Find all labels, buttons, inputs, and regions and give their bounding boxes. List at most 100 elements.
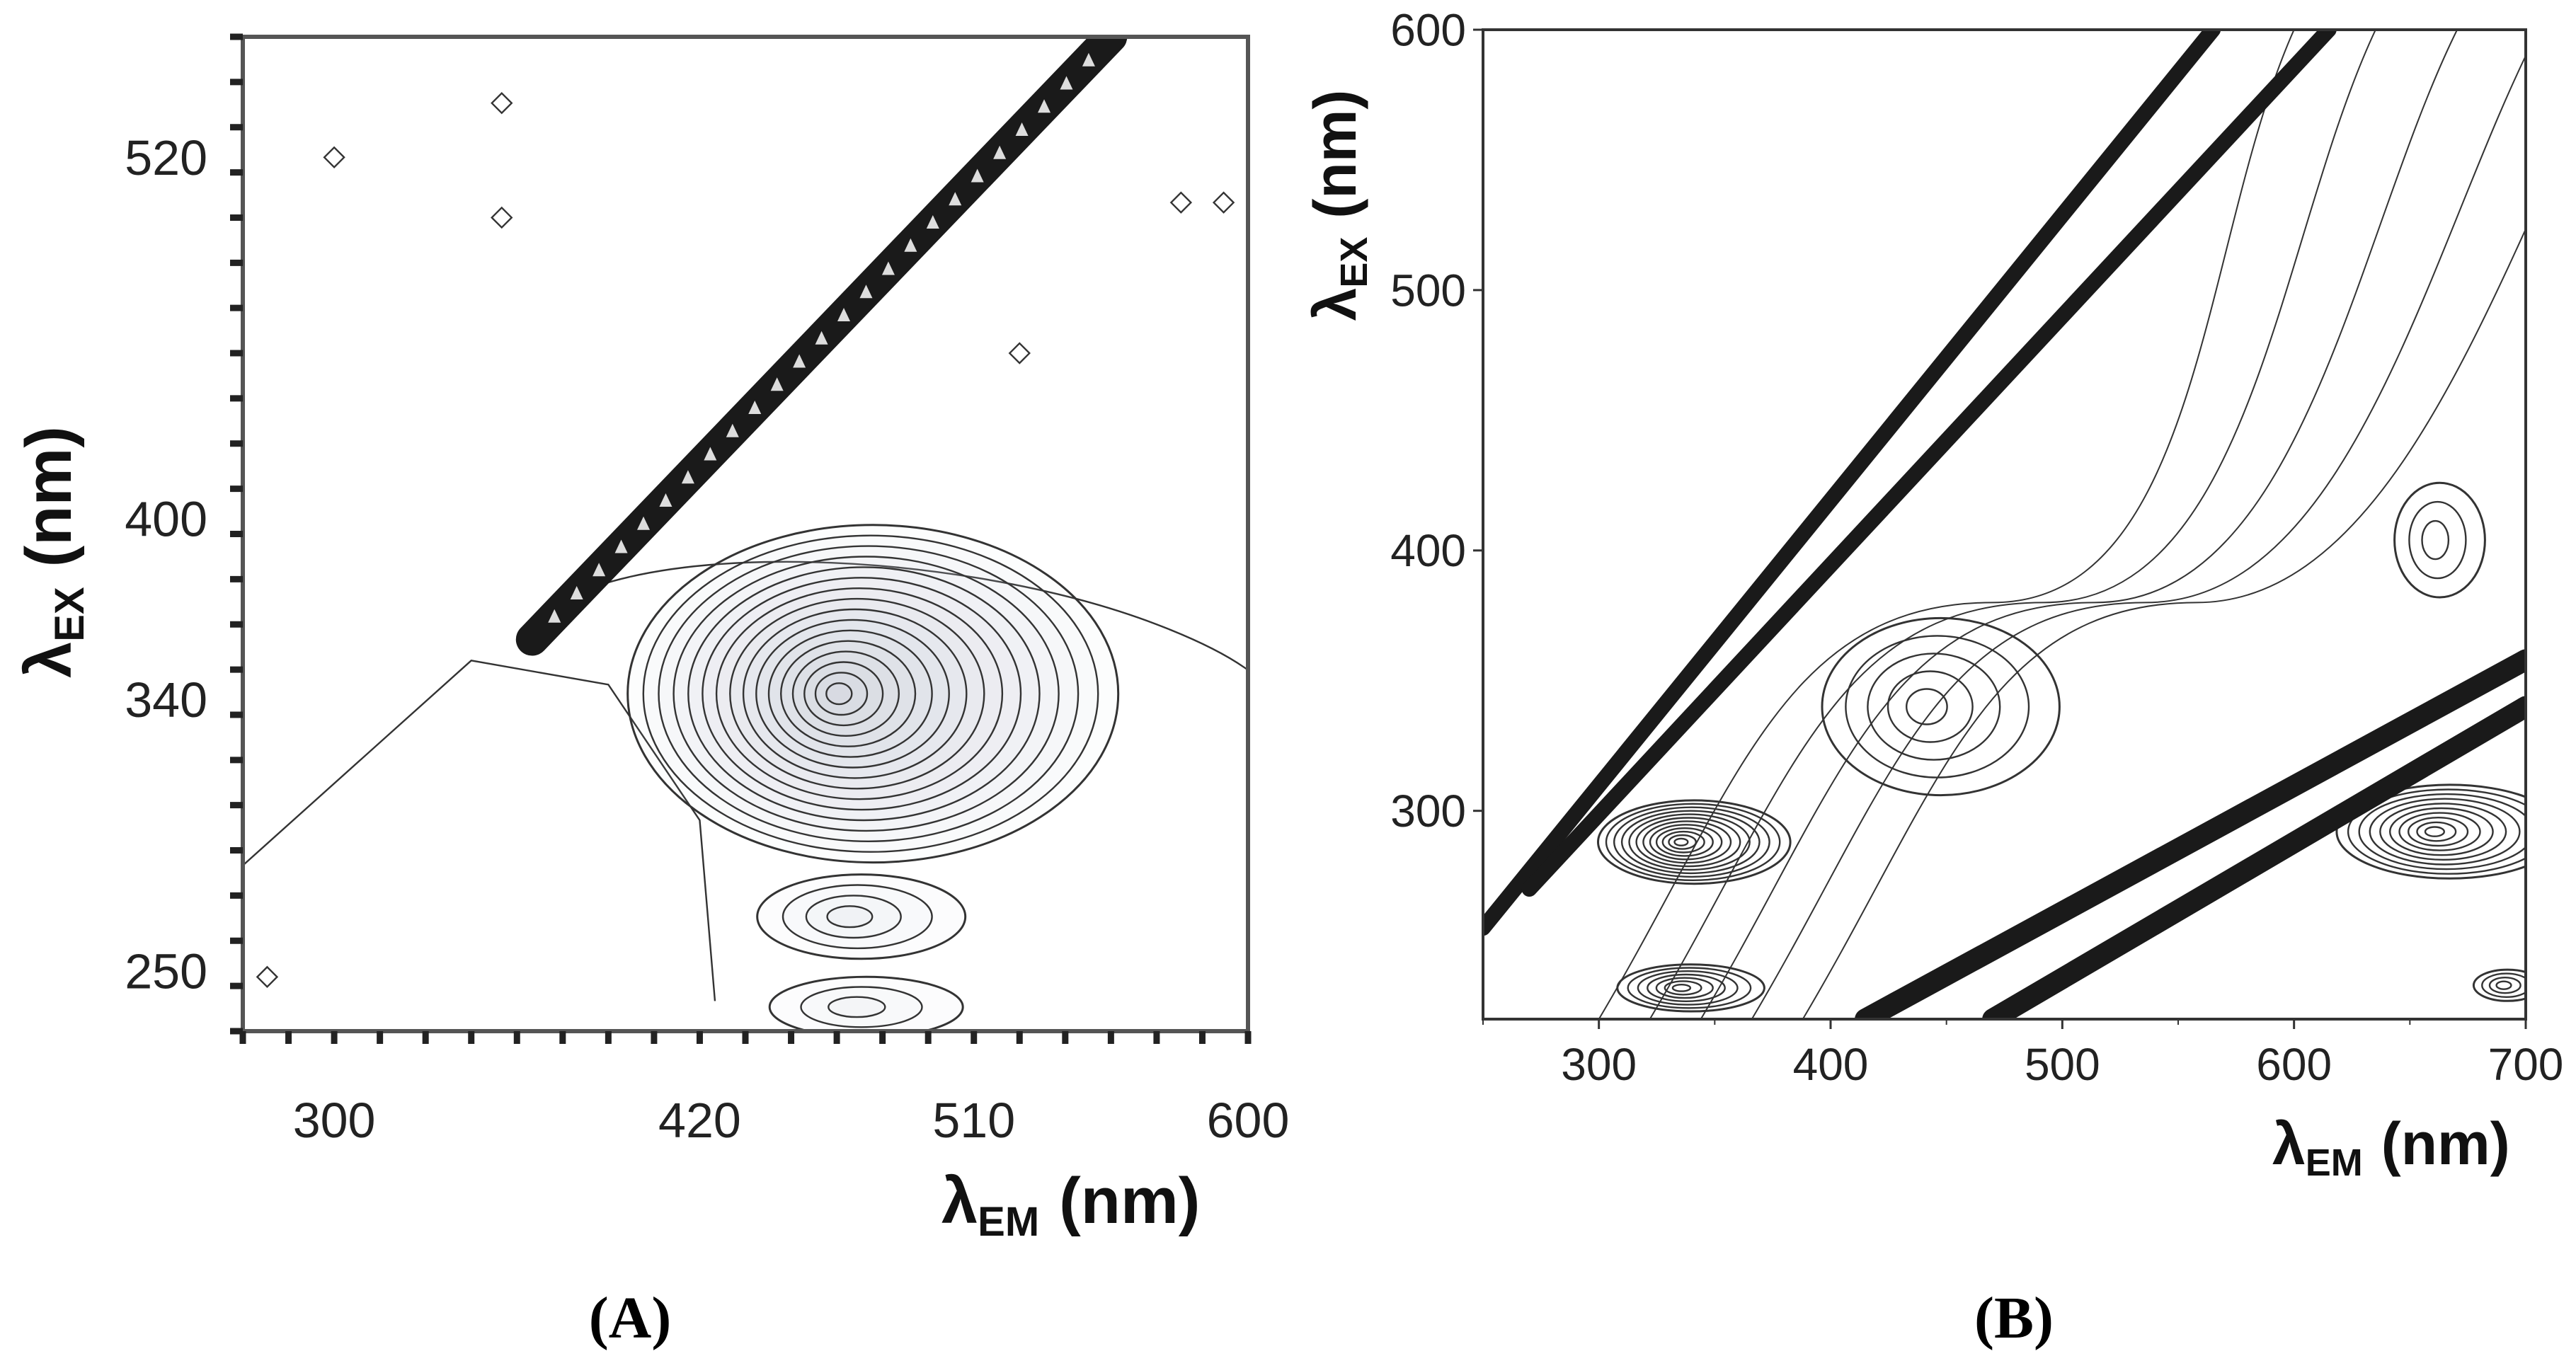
chart-b-x-axis-title-unit: (nm) — [2381, 1110, 2510, 1177]
chart-b-contour-level — [2472, 968, 2526, 1002]
chart-a-plot-area — [243, 37, 1248, 1031]
chart-b-contour-level — [2379, 803, 2507, 861]
chart-b-contour-level — [2388, 807, 2494, 856]
chart-b-x-tick-label: 500 — [2025, 1039, 2100, 1090]
chart-a-scatter-band-marker — [1038, 99, 1051, 113]
chart-a-noise-contour — [491, 91, 513, 115]
chart-b-scatter-band — [1483, 30, 2221, 936]
chart-b-contour-level — [1845, 635, 2030, 778]
chart-b-contour-level — [1673, 837, 1689, 846]
chart-a-scatter-band-marker — [570, 586, 583, 600]
chart-a-scatter-band-marker — [593, 563, 606, 577]
chart-b-contour-level — [1628, 813, 1751, 871]
chart-b-contour-level — [1616, 963, 1765, 1013]
chart-b-scatter-band — [1855, 649, 2526, 1019]
chart-b-y-axis-title-main: λ — [1302, 288, 1368, 321]
chart-b-contour-level — [2488, 976, 2521, 994]
chart-b-y-tick-label: 600 — [1390, 4, 1466, 55]
chart-b-contour-level — [2408, 500, 2467, 580]
chart-a-scatter-band-marker — [837, 308, 851, 322]
chart-a-noise-contour — [1169, 191, 1193, 214]
chart-b-contour-level — [1647, 973, 1726, 1002]
chart-a-y-tick-label: 520 — [125, 130, 207, 185]
chart-a-scatter-band-marker — [1060, 76, 1073, 90]
chart-a-contour-level — [779, 640, 917, 747]
chart-b-x-tick-label: 600 — [2256, 1039, 2332, 1090]
chart-b-contour-level — [1905, 688, 1948, 725]
chart-a-noise-contour — [256, 965, 279, 989]
chart-a-noise-contour — [1008, 342, 1031, 364]
chart-b-x-axis-title: λEM (nm) — [2272, 1110, 2510, 1184]
chart-b-contour-level — [1655, 827, 1714, 857]
chart-a-scatter-band-marker — [748, 401, 762, 415]
chart-b-frame — [1482, 28, 2527, 1021]
chart-b-outer-contour — [1802, 227, 2526, 1019]
chart-a-scatter-band-marker — [971, 168, 984, 183]
chart-b-contour-level — [1605, 803, 1781, 882]
chart-a-y-axis-title-unit: (nm) — [13, 426, 85, 567]
chart-a-scatter-band-marker — [793, 354, 806, 368]
chart-a-scatter-band-marker — [949, 192, 962, 206]
chart-b-y-axis-title: λEX (nm) — [1302, 90, 1375, 321]
chart-b-contour-level — [2335, 783, 2526, 880]
chart-a-contour-level — [828, 996, 886, 1018]
chart-b-y-axis-title-unit: (nm) — [1302, 90, 1368, 219]
chart-a-x-tick-label: 300 — [293, 1093, 376, 1148]
chart-b-y-tick-label: 300 — [1390, 786, 1466, 837]
svg-text:λEX(nm): λEX (nm) — [13, 426, 93, 678]
chart-a-scatter-band-marker — [659, 493, 672, 507]
chart-b-contour-level — [1635, 817, 1741, 868]
chart-a-contour-level — [826, 905, 874, 929]
chart-a-x-axis-title: λEM (nm) — [941, 1165, 1200, 1245]
svg-text:λEM(nm): λEM (nm) — [2272, 1110, 2510, 1184]
chart-a-contour-level — [800, 986, 923, 1028]
chart-a-y-axis-title-main: λ — [13, 642, 85, 678]
chart-a-contour-level — [814, 672, 869, 716]
chart-b-plot-area — [1483, 30, 2526, 1019]
chart-a-scatter-band-marker — [726, 423, 739, 437]
chart-a-scatter-band-marker — [881, 261, 895, 275]
chart-a-scatter-band-marker — [704, 447, 717, 461]
chart-a-scatter-band-marker — [614, 539, 628, 553]
chart-a-outer-contour — [516, 561, 1248, 805]
chart-b-contour-level — [1671, 984, 1692, 992]
chart-b-contour-level — [1661, 830, 1705, 854]
chart-a-contour-level — [729, 597, 985, 790]
chart-a-scatter-band-marker — [1015, 122, 1029, 137]
chart-b-contour-level — [1821, 616, 2061, 797]
chart-b-y-tick-label: 400 — [1390, 525, 1466, 576]
chart-b-contour-level — [2408, 816, 2469, 847]
chart-b-axes: 300 400 500 600 700 300 400 500 600 — [1390, 4, 2563, 1090]
chart-a-scatter-band-marker — [637, 516, 651, 530]
chart-a-x-axis-title-sub: EM — [978, 1199, 1039, 1245]
chart-a-noise-contour — [323, 146, 345, 169]
chart-a-frame — [241, 35, 1250, 1033]
chart-b-outer-contour — [1598, 30, 2295, 1019]
svg-text:λEM(nm): λEM (nm) — [941, 1165, 1200, 1245]
chart-a-x-tick-label: 600 — [1207, 1093, 1290, 1148]
chart-b-contour-level — [1867, 653, 2001, 761]
chart-b-x-tick-label: 400 — [1793, 1039, 1869, 1090]
chart-a-y-axis-title-sub: EX — [47, 587, 93, 642]
chart-a-contour-level — [658, 545, 1080, 842]
chart-b-contour-level — [2416, 821, 2457, 842]
chart-a-y-tick-label: 250 — [125, 943, 207, 999]
chart-a-scatter-band-marker — [993, 145, 1007, 159]
chart-b-contour-level — [2358, 793, 2526, 871]
chart-b-contour-level — [2347, 788, 2526, 875]
chart-b-panel-label: (B) — [1974, 1285, 2054, 1351]
chart-a-scatter-band-marker — [926, 215, 939, 229]
chart-a-y-tick-label: 400 — [125, 492, 207, 547]
chart-a-scatter-band-marker — [815, 331, 828, 345]
chart-a-noise-contour — [491, 206, 513, 229]
chart-b-contour-level — [2424, 826, 2445, 837]
chart-a-contour-level — [642, 534, 1099, 853]
chart-b-contour-level — [2398, 812, 2481, 851]
chart-b-outer-contour — [1751, 54, 2526, 1019]
chart-a-contour-level — [702, 577, 1022, 811]
chart-b-outer-contour — [1700, 30, 2458, 1019]
chart-b-outer-contour — [1649, 30, 2376, 1019]
